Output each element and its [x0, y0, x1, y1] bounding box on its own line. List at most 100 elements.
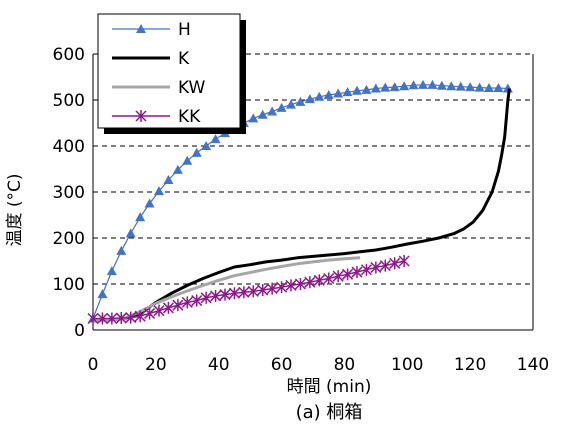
x-tick-label-20: 20 — [145, 355, 167, 375]
point-H-39 — [455, 81, 466, 91]
point-H-23 — [304, 94, 315, 104]
point-KK-29 — [360, 263, 372, 276]
x-tick-label-40: 40 — [208, 355, 230, 375]
point-KK-15 — [228, 287, 240, 300]
legend-marker-KK — [135, 110, 147, 122]
point-H-37 — [436, 80, 447, 90]
x-tick-label-100: 100 — [391, 355, 423, 375]
series-line-K — [93, 88, 511, 322]
y-tick-label-500: 500 — [53, 91, 85, 111]
point-KK-18 — [257, 283, 269, 296]
point-H-5 — [135, 212, 146, 222]
point-KK-27 — [342, 268, 354, 281]
point-KK-1 — [96, 312, 108, 325]
point-H-22 — [295, 96, 306, 106]
point-H-4 — [125, 228, 136, 238]
point-H-32 — [389, 82, 400, 92]
point-KK-3 — [115, 312, 127, 325]
point-H-9 — [172, 164, 183, 174]
y-axis-label: 温度 (°C) — [5, 173, 25, 246]
point-H-34 — [408, 80, 419, 90]
point-H-8 — [163, 175, 174, 185]
point-H-21 — [286, 99, 296, 109]
point-KK-33 — [398, 255, 410, 267]
point-H-13 — [210, 134, 221, 144]
point-KK-28 — [351, 266, 363, 279]
point-H-36 — [427, 79, 438, 89]
point-H-24 — [314, 91, 325, 101]
point-H-27 — [342, 87, 353, 97]
legend-marker-H — [136, 24, 146, 33]
point-KK-12 — [200, 291, 212, 304]
axes — [92, 54, 534, 331]
series-KK — [87, 255, 410, 325]
legend-label-KW: KW — [178, 78, 206, 98]
y-tick-label-100: 100 — [53, 275, 85, 295]
point-KK-20 — [276, 281, 288, 294]
point-KK-9 — [172, 299, 184, 312]
legend: HK KW KK — [97, 13, 246, 134]
y-tick-label-400: 400 — [53, 137, 85, 157]
point-H-2 — [106, 266, 117, 276]
chart-caption: (a) 桐箱 — [296, 402, 363, 423]
point-H-20 — [276, 102, 287, 112]
x-axis-label: 時間 (min) — [287, 377, 372, 397]
plot-area — [87, 79, 513, 325]
point-H-25 — [323, 89, 334, 99]
legend-label-KK: KK — [178, 107, 201, 127]
y-tick-label-600: 600 — [53, 45, 85, 65]
x-tick-label-60: 60 — [271, 355, 293, 375]
point-H-10 — [182, 155, 193, 165]
legend-label-H: H — [178, 20, 191, 40]
point-H-29 — [361, 84, 372, 94]
point-KK-6 — [144, 307, 156, 320]
series-line-KK — [93, 260, 405, 320]
point-H-11 — [191, 147, 202, 157]
point-H-12 — [201, 141, 212, 150]
point-KK-0 — [87, 312, 99, 325]
point-H-3 — [116, 245, 127, 255]
point-H-7 — [154, 186, 164, 196]
tick-labels: 0 100 200 300 400 500 600 0 20 40 60 80 100 120 140 — [53, 45, 550, 375]
point-KK-11 — [191, 294, 203, 307]
point-H-33 — [399, 81, 410, 91]
series-KW — [92, 256, 361, 323]
y-tick-label-0: 0 — [74, 321, 85, 341]
point-KK-13 — [210, 289, 222, 302]
point-KK-2 — [106, 312, 118, 325]
point-H-6 — [144, 198, 155, 208]
x-tick-label-80: 80 — [334, 355, 356, 375]
point-KK-25 — [323, 272, 335, 285]
series-K — [93, 88, 511, 322]
point-H-17 — [248, 113, 259, 123]
point-H-43 — [493, 83, 504, 93]
x-tick-label-140: 140 — [517, 355, 549, 375]
legend-label-K: K — [178, 49, 190, 69]
point-KK-14 — [219, 288, 231, 301]
series-line-KW — [92, 256, 361, 323]
point-KK-23 — [304, 276, 316, 289]
point-H-30 — [370, 83, 381, 93]
y-tick-label-300: 300 — [53, 183, 85, 203]
y-tick-label-200: 200 — [53, 229, 85, 249]
point-KK-21 — [285, 279, 297, 292]
point-H-42 — [484, 83, 494, 93]
x-tick-label-0: 0 — [88, 355, 99, 375]
point-H-40 — [465, 82, 476, 92]
point-KK-5 — [134, 310, 146, 323]
point-KK-24 — [313, 274, 325, 287]
x-tick-label-120: 120 — [454, 355, 486, 375]
point-H-19 — [267, 106, 278, 116]
point-KK-31 — [379, 259, 391, 272]
point-H-18 — [257, 109, 268, 119]
point-H-26 — [333, 88, 344, 98]
point-KK-22 — [294, 278, 306, 290]
point-KK-8 — [162, 301, 174, 314]
point-KK-16 — [238, 286, 250, 299]
point-H-1 — [97, 289, 108, 299]
point-KK-32 — [389, 257, 401, 270]
point-H-38 — [446, 81, 457, 91]
point-H-28 — [352, 85, 362, 95]
legend-box — [97, 13, 241, 129]
